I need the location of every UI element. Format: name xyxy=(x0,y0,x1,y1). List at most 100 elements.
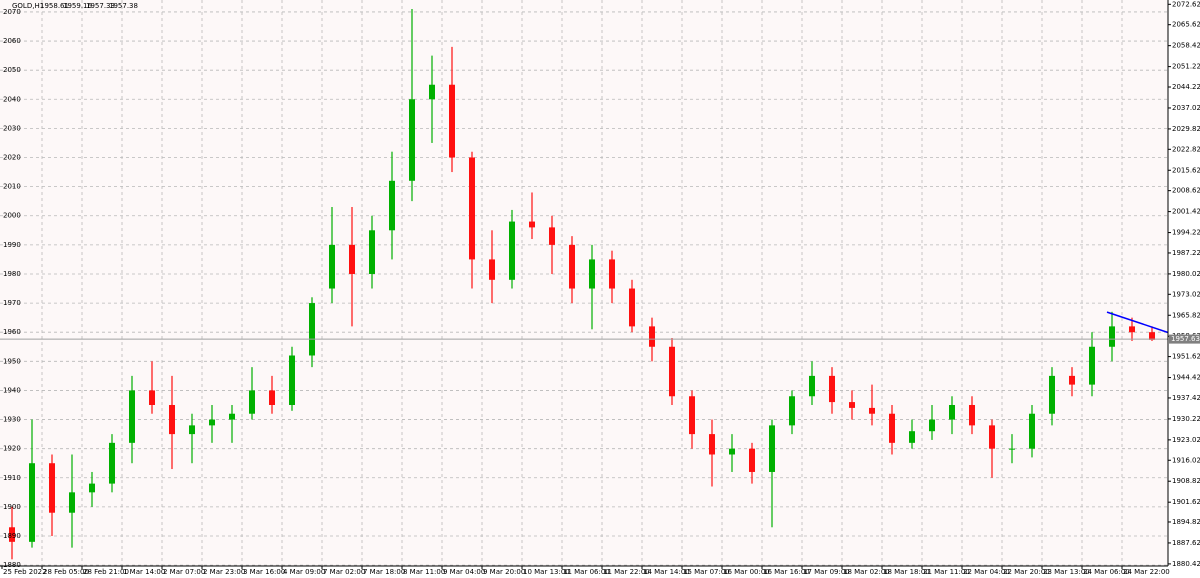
candle-body xyxy=(989,425,995,449)
y2-tick-label: 1944.42 xyxy=(1172,374,1200,382)
y-tick-label: 1980 xyxy=(3,270,21,278)
y-tick-label: 2020 xyxy=(3,154,21,162)
candle-body xyxy=(249,390,255,414)
header-value: 1958.61 xyxy=(40,2,69,10)
x-tick-label: 24 Mar 06:00 xyxy=(1083,568,1130,576)
price-label: 1957.63 xyxy=(1171,335,1200,343)
candle-body xyxy=(649,326,655,347)
candle-body xyxy=(849,402,855,408)
y2-tick-label: 1951.62 xyxy=(1172,353,1200,361)
x-tick-label: 10 Mar 13:00 xyxy=(523,568,570,576)
candle-body xyxy=(329,244,335,289)
y2-tick-label: 1994.22 xyxy=(1172,229,1200,237)
y-tick-label: 2050 xyxy=(3,66,21,74)
y-tick-label: 1930 xyxy=(3,416,21,424)
candle-body xyxy=(109,442,115,484)
candle-body xyxy=(389,180,395,231)
candle-body xyxy=(1149,332,1155,340)
y-tick-label: 2030 xyxy=(3,124,21,132)
y-tick-label: 1940 xyxy=(3,386,21,394)
candle-body xyxy=(269,390,275,405)
candle-body xyxy=(229,413,235,420)
x-tick-label: 21 Mar 11:00 xyxy=(923,568,970,576)
candle-body xyxy=(529,221,535,228)
y2-tick-label: 2044.22 xyxy=(1172,83,1200,91)
x-tick-label: 2 Mar 23:00 xyxy=(203,568,245,576)
y-tick-label: 2040 xyxy=(3,95,21,103)
candle-body xyxy=(589,259,595,289)
header-value: 1957.33 xyxy=(86,2,115,10)
candle-body xyxy=(289,355,295,405)
candle-body xyxy=(149,390,155,405)
x-tick-label: 3 Mar 16:00 xyxy=(243,568,285,576)
candle-body xyxy=(469,157,475,260)
y2-tick-label: 2022.82 xyxy=(1172,145,1200,153)
candle-body xyxy=(769,425,775,472)
y2-tick-label: 1901.62 xyxy=(1172,498,1200,506)
candle-body xyxy=(49,463,55,513)
x-tick-label: 9 Mar 20:00 xyxy=(483,568,525,576)
y2-tick-label: 2058.42 xyxy=(1172,42,1200,50)
candle-body xyxy=(889,413,895,443)
x-tick-label: 11 Mar 06:00 xyxy=(563,568,610,576)
candle-body xyxy=(709,434,715,455)
header-value: 1959.16 xyxy=(63,2,92,10)
x-tick-label: 15 Mar 07:00 xyxy=(683,568,730,576)
x-tick-label: 18 Mar 18:00 xyxy=(883,568,930,576)
x-tick-label: 2 Mar 07:00 xyxy=(163,568,205,576)
candle-body xyxy=(969,404,975,426)
y-tick-label: 1900 xyxy=(3,503,21,511)
candle-body xyxy=(309,303,315,356)
y2-tick-label: 1887.62 xyxy=(1172,539,1200,547)
y2-tick-label: 1965.82 xyxy=(1172,311,1200,319)
y-tick-label: 1960 xyxy=(3,328,21,336)
candle-body xyxy=(1129,326,1135,333)
candle-body xyxy=(1069,375,1075,385)
x-tick-label: 4 Mar 09:00 xyxy=(283,568,325,576)
candle-body xyxy=(949,404,955,420)
candle-body xyxy=(569,244,575,289)
x-tick-label: 9 Mar 04:00 xyxy=(443,568,485,576)
x-tick-label: 18 Mar 02:00 xyxy=(843,568,890,576)
y2-tick-label: 2008.62 xyxy=(1172,187,1200,195)
candle-body xyxy=(1029,413,1035,449)
candle-body xyxy=(9,527,15,542)
y2-tick-label: 2001.42 xyxy=(1172,208,1200,216)
candle-body xyxy=(89,483,95,493)
x-tick-label: 7 Mar 02:00 xyxy=(323,568,365,576)
candle-body xyxy=(489,259,495,280)
candle-body xyxy=(1009,448,1015,450)
y2-tick-label: 1916.02 xyxy=(1172,456,1200,464)
trendline xyxy=(1106,311,1169,334)
candle-body xyxy=(209,419,215,426)
header-value: 1957.38 xyxy=(109,2,138,10)
y-tick-label: 1910 xyxy=(3,474,21,482)
y2-tick-label: 1908.82 xyxy=(1172,477,1200,485)
candle-body xyxy=(429,84,435,100)
x-tick-label: 16 Mar 16:00 xyxy=(763,568,810,576)
y2-tick-label: 2037.02 xyxy=(1172,104,1200,112)
candle-body xyxy=(909,431,915,443)
x-tick-label: 23 Mar 13:00 xyxy=(1043,568,1090,576)
x-tick-label: 24 Mar 22:00 xyxy=(1123,568,1170,576)
candle-body xyxy=(669,346,675,397)
candle-body xyxy=(509,221,515,280)
y2-tick-label: 2029.82 xyxy=(1172,125,1200,133)
x-tick-label: 22 Mar 04:00 xyxy=(963,568,1010,576)
candle-body xyxy=(689,396,695,435)
x-tick-label: 17 Mar 09:00 xyxy=(803,568,850,576)
candle-body xyxy=(789,396,795,426)
candle-body xyxy=(869,407,875,414)
x-tick-label: 7 Mar 18:00 xyxy=(363,568,405,576)
y-tick-label: 2000 xyxy=(3,212,21,220)
x-tick-label: 25 Feb 2022 xyxy=(3,568,47,576)
y2-tick-label: 1937.42 xyxy=(1172,394,1200,402)
y-tick-label: 2060 xyxy=(3,37,21,45)
y-tick-label: 2070 xyxy=(3,8,21,16)
candle-body xyxy=(549,227,555,245)
candle-body xyxy=(1109,326,1115,347)
grid xyxy=(0,0,1168,566)
